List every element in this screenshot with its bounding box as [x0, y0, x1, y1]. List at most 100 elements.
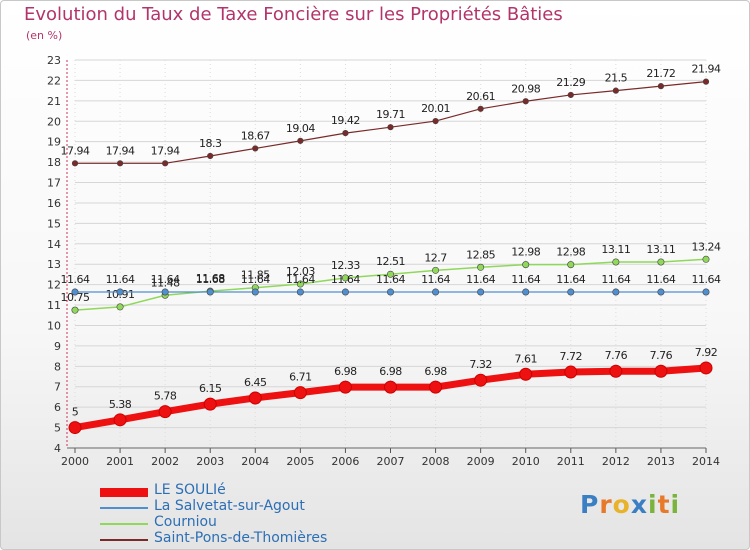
x-tick-label: 2002 [151, 455, 179, 468]
data-label-s3: 19.42 [331, 114, 360, 127]
data-point-s0 [474, 373, 488, 387]
data-point-s3 [612, 87, 619, 94]
data-point-s1 [206, 288, 214, 296]
data-label-s1: 11.64 [466, 273, 495, 286]
data-label-s3: 20.61 [466, 90, 495, 103]
x-tick-label: 2004 [241, 455, 269, 468]
data-label-s1: 11.64 [241, 273, 270, 286]
data-point-s0 [384, 380, 397, 394]
data-label-s1: 11.64 [286, 273, 315, 286]
data-point-s2 [567, 261, 575, 269]
data-label-s0: 7.32 [469, 358, 492, 371]
x-tick-label: 2012 [602, 455, 630, 468]
data-point-s2 [612, 258, 620, 266]
data-point-s1 [477, 288, 485, 296]
data-point-s0 [429, 380, 443, 394]
data-label-s2: 13.24 [692, 240, 721, 253]
logo-letter: r [599, 490, 613, 519]
data-point-s0 [338, 380, 352, 394]
data-label-s0: 6.98 [379, 365, 402, 378]
data-label-s3: 21.5 [605, 72, 628, 85]
x-tick-label: 2000 [61, 455, 89, 468]
data-point-s2 [522, 261, 530, 269]
logo-letter: i [648, 490, 658, 519]
data-label-s2: 11.68 [196, 272, 225, 285]
data-label-s1: 11.64 [106, 273, 135, 286]
legend-swatch-le-soulie [100, 487, 148, 497]
x-tick-label: 2007 [377, 455, 405, 468]
data-point-s3 [252, 145, 259, 152]
data-point-s1 [386, 288, 394, 296]
y-tick-label: 15 [47, 217, 61, 230]
data-label-s0: 7.76 [650, 349, 673, 362]
data-point-s1 [567, 288, 575, 296]
data-point-s0 [293, 386, 307, 400]
x-tick-label: 2009 [467, 455, 495, 468]
data-point-s3 [162, 160, 169, 167]
data-point-s3 [477, 105, 484, 112]
data-point-s2 [116, 303, 124, 311]
data-point-s1 [432, 288, 440, 296]
y-tick-label: 13 [47, 258, 61, 271]
y-tick-label: 5 [54, 422, 61, 435]
data-label-s1: 11.64 [692, 273, 721, 286]
y-tick-label: 22 [47, 74, 61, 87]
data-label-s2: 12.33 [331, 259, 360, 272]
y-tick-label: 18 [47, 156, 61, 169]
data-point-s3 [342, 130, 349, 137]
proxiti-logo: Proxiti [580, 490, 680, 519]
data-point-s2 [657, 258, 665, 266]
logo-letter: P [580, 490, 600, 519]
data-point-s0 [248, 391, 262, 405]
data-label-s1: 11.64 [511, 273, 540, 286]
data-point-s1 [657, 288, 665, 296]
data-label-s3: 17.94 [61, 144, 90, 157]
data-point-s3 [657, 83, 665, 90]
data-label-s2: 12.51 [376, 255, 405, 268]
data-label-s0: 7.92 [695, 346, 718, 359]
data-label-s3: 21.72 [646, 67, 675, 80]
data-label-s2: 13.11 [646, 243, 675, 256]
legend-swatch-saint-pons [100, 539, 148, 541]
data-point-s1 [251, 288, 259, 296]
logo-letter: t [657, 490, 671, 519]
legend-swatch-courniou [100, 523, 148, 525]
data-label-s2: 12.7 [424, 251, 447, 264]
y-tick-label: 17 [47, 177, 61, 190]
x-tick-label: 2011 [557, 455, 585, 468]
data-point-s1 [71, 288, 79, 296]
data-label-s0: 6.98 [424, 365, 447, 378]
legend-label-le-soulie: LE SOULIé [154, 482, 226, 498]
data-point-s2 [432, 266, 440, 274]
data-label-s3: 19.71 [376, 108, 405, 121]
data-label-s3: 21.29 [556, 76, 585, 89]
data-point-s3 [297, 137, 304, 144]
data-label-s0: 5.78 [154, 390, 177, 403]
data-label-s3: 19.04 [286, 122, 315, 135]
legend-label-saint-pons: Saint-Pons-de-Thomières [154, 530, 328, 546]
data-label-s2: 11.48 [151, 276, 180, 289]
data-point-s1 [702, 288, 710, 296]
data-point-s2 [296, 280, 304, 288]
data-label-s1: 11.64 [376, 273, 405, 286]
data-label-s0: 7.61 [514, 352, 537, 365]
data-point-s3 [116, 160, 124, 167]
x-tick-label: 2003 [196, 455, 224, 468]
data-point-s0 [564, 365, 578, 379]
data-point-s3 [432, 117, 439, 125]
x-tick-label: 2005 [286, 455, 314, 468]
legend-label-courniou: Courniou [154, 514, 217, 530]
x-tick-label: 2014 [692, 455, 720, 468]
data-label-s0: 6.71 [289, 371, 312, 384]
data-point-s3 [702, 78, 710, 85]
x-tick-label: 2006 [331, 455, 359, 468]
legend-label-la-salvetat: La Salvetat-sur-Agout [154, 498, 305, 514]
data-point-s3 [387, 124, 394, 131]
data-label-s1: 11.64 [331, 273, 360, 286]
x-tick-label: 2010 [512, 455, 540, 468]
y-tick-label: 6 [54, 401, 61, 414]
legend-swatch-la-salvetat [100, 507, 148, 509]
data-point-s1 [296, 288, 304, 296]
data-point-s0 [113, 413, 127, 427]
